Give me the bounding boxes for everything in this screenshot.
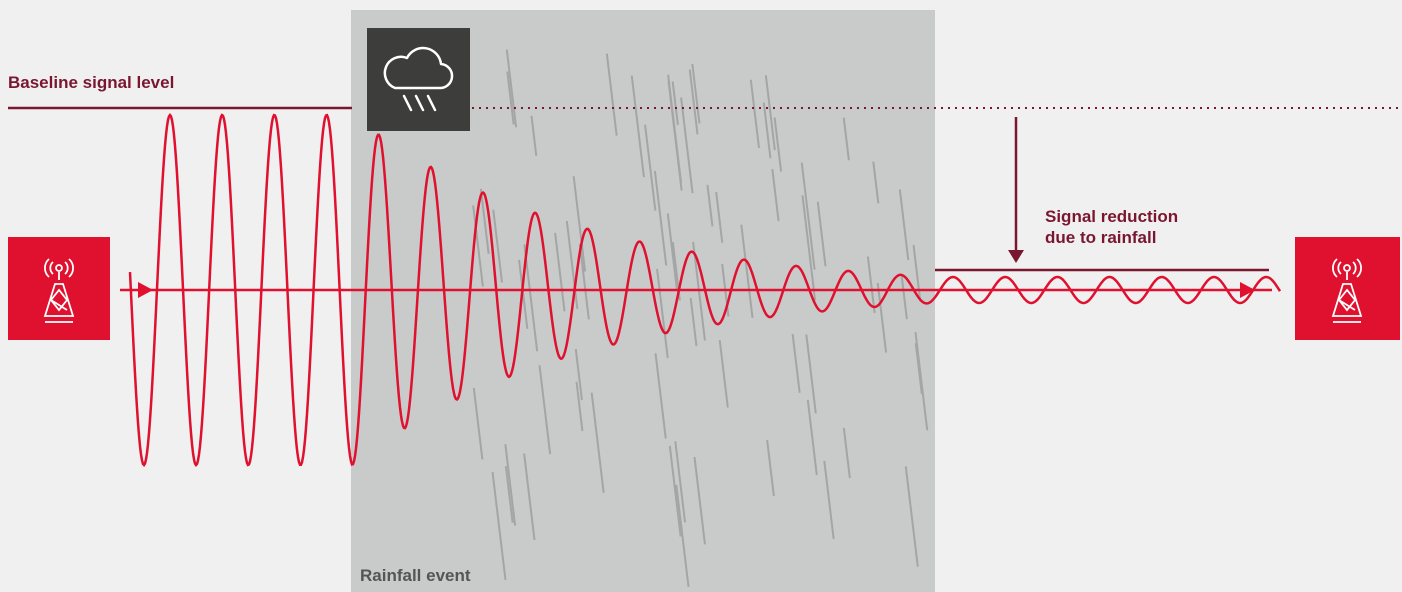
rain-streak bbox=[842, 117, 850, 161]
rain-streak bbox=[691, 63, 701, 124]
rain-streak bbox=[574, 348, 583, 401]
rain-streak bbox=[575, 381, 584, 432]
cloud-icon bbox=[367, 28, 470, 131]
rain-streak bbox=[842, 427, 851, 479]
rain-streak bbox=[914, 342, 923, 394]
rainfall-label: Rainfall event bbox=[360, 566, 471, 585]
signal-wave bbox=[128, 112, 1282, 467]
rain-streak bbox=[706, 184, 714, 227]
receiver bbox=[1295, 237, 1400, 340]
rain-streak bbox=[578, 243, 590, 320]
rain-streak bbox=[749, 79, 760, 149]
rain-streak bbox=[605, 53, 618, 136]
tower-icon bbox=[43, 258, 75, 323]
rain-streak bbox=[654, 353, 667, 439]
rain-streak bbox=[538, 365, 552, 455]
reduction-label: due to rainfall bbox=[1045, 228, 1156, 247]
rain-streak bbox=[773, 117, 783, 172]
rain-streak bbox=[565, 220, 579, 310]
rain-streak bbox=[900, 276, 908, 320]
rain-streak bbox=[866, 256, 876, 314]
rain-streak bbox=[472, 205, 484, 287]
rain-streak bbox=[505, 49, 518, 128]
rain-streak bbox=[680, 97, 694, 194]
rain-streak bbox=[914, 332, 929, 431]
rain-streak bbox=[644, 124, 657, 211]
rain-streak bbox=[823, 460, 835, 540]
signal-arrowhead bbox=[1240, 282, 1255, 298]
rain-streak bbox=[693, 456, 706, 545]
reduction-label: Signal reduction bbox=[1045, 207, 1178, 226]
rain-streak bbox=[472, 387, 484, 460]
rain-streak bbox=[801, 195, 817, 301]
rain-streak bbox=[715, 191, 724, 243]
rain-streak bbox=[668, 445, 682, 537]
rain-streak bbox=[904, 466, 919, 567]
rain-streak bbox=[898, 189, 910, 261]
rain-streak bbox=[816, 201, 827, 267]
rain-streak bbox=[572, 176, 587, 272]
rain-streak bbox=[506, 71, 515, 125]
rain-streak bbox=[523, 453, 536, 540]
rain-streak bbox=[766, 439, 775, 497]
rain-streak bbox=[590, 392, 605, 493]
rain-streak bbox=[666, 213, 679, 292]
rain-streak bbox=[530, 115, 538, 156]
rain-streak bbox=[689, 297, 698, 347]
rain-streak bbox=[504, 444, 517, 526]
rain-streak bbox=[740, 224, 754, 319]
reduction-arrowhead bbox=[1008, 250, 1024, 263]
rain-streak bbox=[653, 170, 668, 266]
rain-streak bbox=[912, 244, 922, 302]
rain-streak bbox=[688, 69, 699, 135]
tower-icon bbox=[1343, 264, 1351, 272]
rain-streak bbox=[504, 465, 514, 523]
transmitter bbox=[8, 237, 110, 340]
rain-streak bbox=[674, 441, 687, 523]
rain-streak bbox=[656, 268, 669, 359]
rain-streak bbox=[667, 74, 683, 183]
tower-icon bbox=[55, 264, 63, 272]
rain-streak bbox=[671, 81, 679, 125]
rain-streak bbox=[518, 259, 529, 330]
rain-streak bbox=[872, 161, 880, 204]
rain-streak bbox=[791, 333, 801, 393]
rain-streak bbox=[479, 188, 490, 255]
rain-streak bbox=[876, 282, 888, 353]
rain-streak bbox=[675, 484, 690, 587]
tower-icon bbox=[1331, 258, 1363, 323]
rain-streak bbox=[491, 471, 507, 581]
rain-streak bbox=[762, 102, 772, 159]
rain-streak bbox=[492, 209, 503, 283]
rain-streak bbox=[764, 75, 776, 151]
rain-streak bbox=[800, 162, 816, 270]
rain-streak bbox=[554, 232, 566, 312]
rain-streak bbox=[771, 169, 780, 222]
rain-streak bbox=[806, 399, 818, 476]
signal-arrowhead bbox=[138, 282, 153, 298]
baseline-label: Baseline signal level bbox=[8, 73, 174, 92]
rain-streak bbox=[718, 339, 729, 408]
rain-streak bbox=[805, 334, 817, 414]
rain-streak bbox=[630, 75, 645, 178]
